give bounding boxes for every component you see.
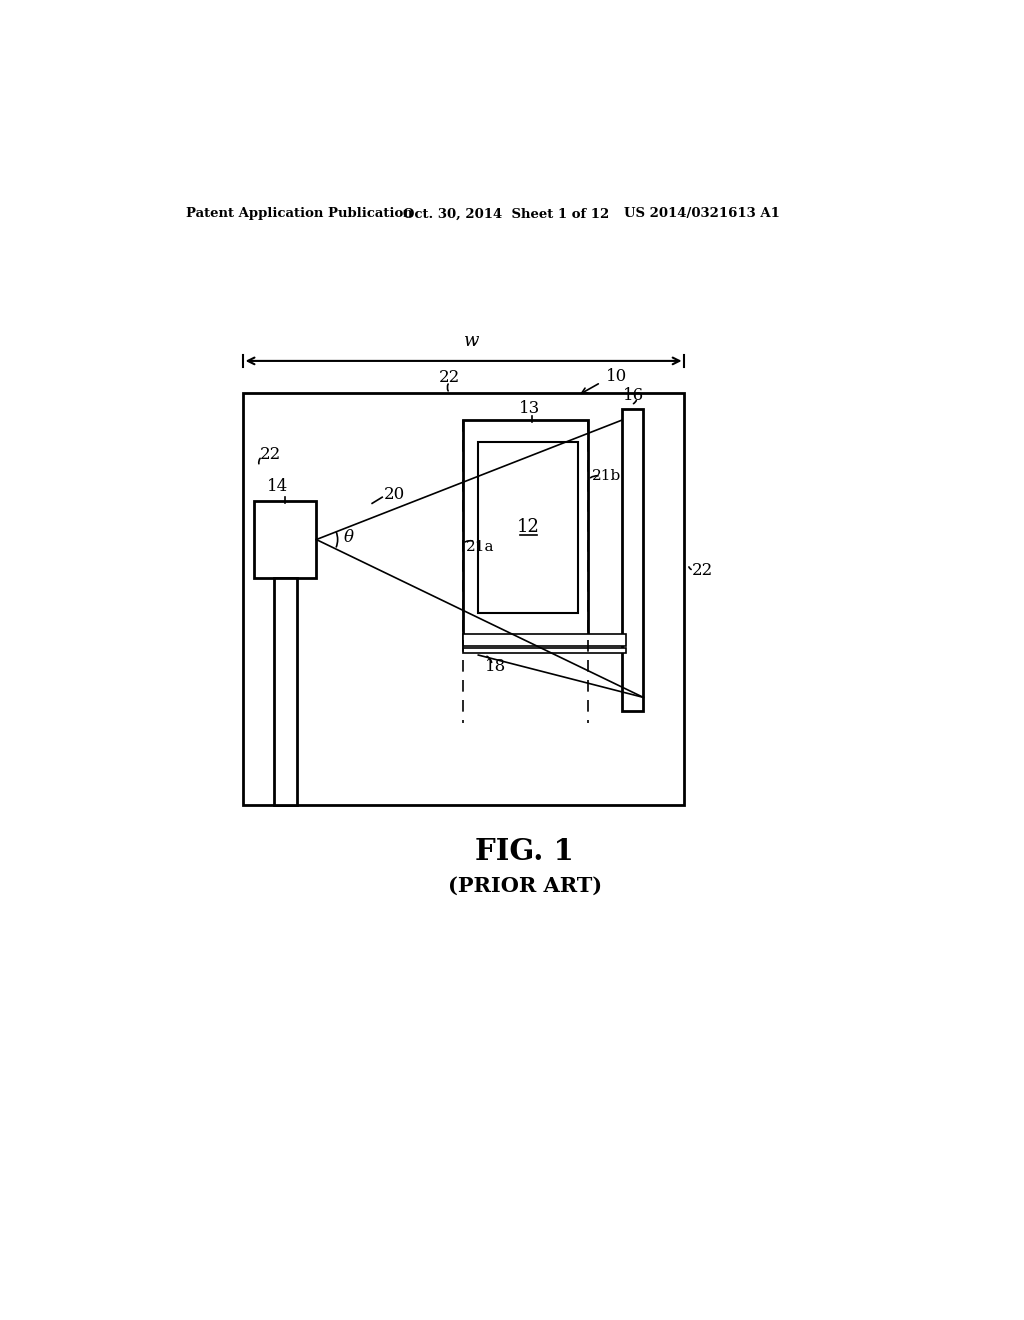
- Text: 22: 22: [260, 446, 281, 463]
- Text: 10: 10: [606, 368, 628, 385]
- Bar: [478, 442, 579, 612]
- Bar: [273, 578, 297, 805]
- Text: 22: 22: [692, 562, 714, 579]
- Text: 12: 12: [517, 519, 540, 536]
- Text: 13: 13: [519, 400, 540, 417]
- Bar: [463, 420, 589, 642]
- Text: 16: 16: [624, 387, 644, 404]
- Text: Patent Application Publication: Patent Application Publication: [186, 207, 413, 220]
- Text: US 2014/0321613 A1: US 2014/0321613 A1: [624, 207, 780, 220]
- Bar: [463, 648, 626, 653]
- Text: Oct. 30, 2014  Sheet 1 of 12: Oct. 30, 2014 Sheet 1 of 12: [403, 207, 609, 220]
- Text: 20: 20: [384, 486, 406, 503]
- Bar: [243, 393, 684, 805]
- Text: 21a: 21a: [466, 540, 495, 554]
- Text: 18: 18: [484, 659, 506, 675]
- Bar: [622, 409, 643, 711]
- Text: FIG. 1: FIG. 1: [475, 837, 574, 866]
- Bar: [463, 635, 626, 645]
- Text: θ: θ: [343, 529, 353, 545]
- Bar: [254, 502, 316, 578]
- Text: w: w: [464, 333, 479, 350]
- Text: (PRIOR ART): (PRIOR ART): [447, 876, 602, 896]
- Text: 22: 22: [439, 370, 460, 387]
- Text: 14: 14: [267, 478, 288, 495]
- Text: 21b: 21b: [592, 469, 621, 483]
